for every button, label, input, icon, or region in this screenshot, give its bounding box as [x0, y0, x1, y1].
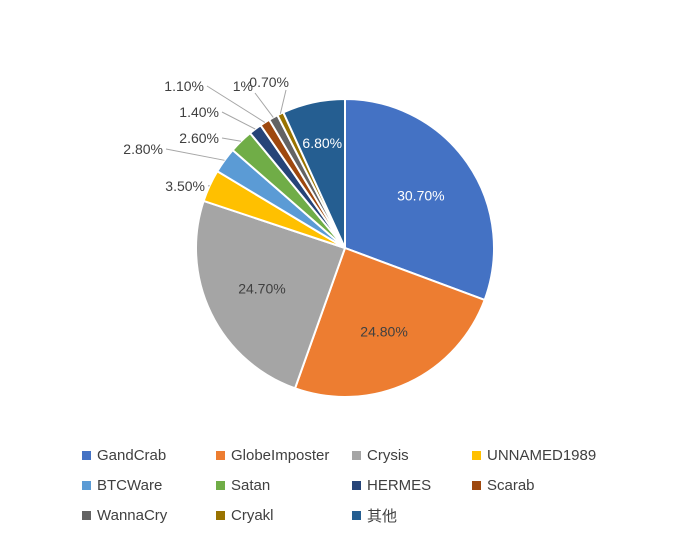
leader-line	[279, 89, 287, 114]
leader-line	[221, 137, 242, 142]
data-labels: 30.70% 24.80% 24.70% 3.50% 2.80% 2.60% 1.40% 1.…	[123, 74, 444, 340]
legend-label: BTCWare	[97, 476, 163, 494]
legend-item: GlobeImposter	[216, 447, 352, 464]
legend-item: Crysis	[352, 447, 472, 464]
legend-item: HERMES	[352, 477, 472, 494]
legend-label: Cryakl	[231, 506, 274, 524]
pie-slice-gandcrab	[344, 97, 495, 302]
data-label: 2.80%	[123, 141, 163, 157]
legend-item: WannaCry	[82, 507, 216, 524]
legend-swatch	[216, 450, 225, 460]
data-label: 24.80%	[360, 324, 407, 340]
legend-swatch	[352, 450, 361, 460]
data-label: 1%	[233, 78, 253, 94]
legend-item: 其他	[352, 505, 472, 526]
data-label: 24.70%	[238, 280, 285, 296]
data-label: 3.50%	[165, 178, 205, 194]
data-label: 1.10%	[164, 78, 204, 94]
legend-swatch	[82, 480, 91, 490]
legend-swatch	[82, 510, 91, 520]
leader-lines	[165, 85, 287, 187]
legend-label: Scarab	[487, 476, 535, 494]
data-label: 2.60%	[179, 130, 219, 146]
legend-label: WannaCry	[97, 506, 168, 524]
legend-swatch	[216, 510, 225, 520]
legend-item: Scarab	[472, 477, 672, 494]
legend-item: Cryakl	[216, 507, 352, 524]
leader-line	[254, 92, 274, 118]
legend-label: HERMES	[367, 476, 432, 494]
pie-slice-crysis	[195, 199, 347, 390]
legend-item: UNNAMED1989	[472, 447, 672, 464]
data-label: 0.70%	[249, 74, 289, 90]
legend-swatch	[472, 480, 481, 490]
pie-slice-globeimposter	[293, 246, 486, 398]
legend-swatch	[216, 480, 225, 490]
legend-item: BTCWare	[82, 477, 216, 494]
chart-legend: GandCrab GlobeImposter Crysis UNNAMED1989 BT…	[82, 440, 682, 530]
pie-slice--	[281, 97, 346, 249]
leader-line	[206, 85, 266, 123]
legend-label: 其他	[367, 507, 398, 525]
legend-label: Crysis	[367, 446, 409, 464]
legend-item: Satan	[216, 477, 352, 494]
leader-line	[221, 111, 256, 130]
legend-swatch	[352, 480, 361, 490]
leader-line	[165, 148, 225, 161]
legend-label: UNNAMED1989	[487, 446, 597, 464]
legend-swatch	[352, 510, 361, 520]
legend-label: GlobeImposter	[231, 446, 330, 464]
data-label: 1.40%	[179, 104, 219, 120]
data-label: 30.70%	[397, 187, 444, 203]
legend-swatch	[82, 450, 91, 460]
data-label: 6.80%	[302, 135, 342, 151]
pie-slices	[195, 97, 495, 398]
legend-item: GandCrab	[82, 447, 216, 464]
legend-label: Satan	[231, 476, 271, 494]
legend-swatch	[472, 450, 481, 460]
legend-label: GandCrab	[97, 446, 167, 464]
